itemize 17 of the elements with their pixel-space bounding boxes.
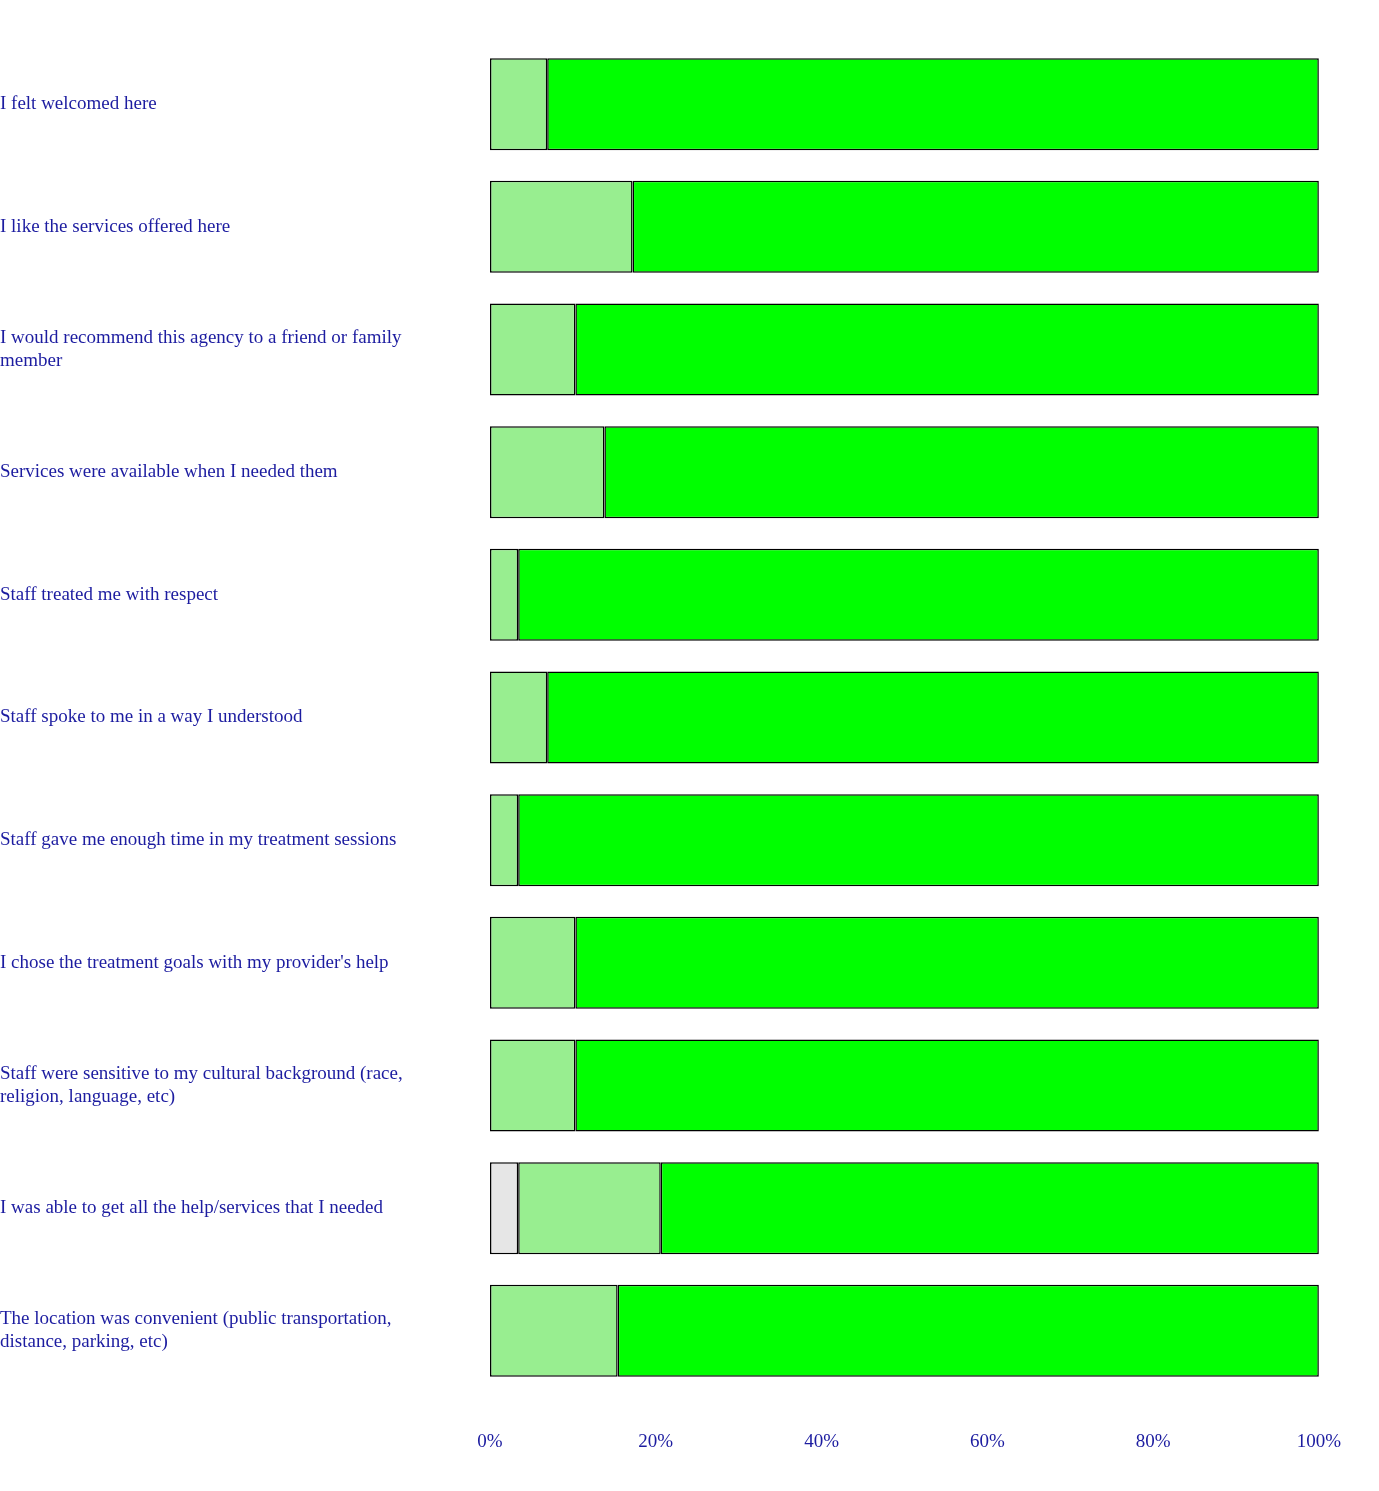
x-tick-label: 60% xyxy=(969,1429,1005,1451)
y-tick-label: I chose the treatment goals with my provider's help xyxy=(0,950,389,972)
y-tick-label: I was able to get all the help/services that I needed xyxy=(0,1196,384,1218)
y-tick-label: Services were available when I needed them xyxy=(0,460,338,482)
x-tick-label: 40% xyxy=(804,1429,840,1451)
y-tick-label: Staff treated me with respect xyxy=(0,582,219,604)
y-tick-label: Staff gave me enough time in my treatment sessions xyxy=(0,828,397,850)
y-tick-label: The location was convenient (public transportation, distance, parking, etc) xyxy=(0,1307,392,1353)
y-tick-label: Staff were sensitive to my cultural background (race, religion, language, etc) xyxy=(0,1062,403,1107)
y-tick-label: I felt welcomed here xyxy=(0,92,157,114)
x-tick-label: 80% xyxy=(1135,1429,1171,1451)
x-tick-label: 100% xyxy=(1296,1429,1342,1451)
x-tick-label: 20% xyxy=(638,1429,674,1451)
y-tick-label: I like the services offered here xyxy=(0,214,231,236)
y-tick-label: Staff spoke to me in a way I understood xyxy=(0,705,304,727)
y-tick-label: I would recommend this agency to a friend or family member xyxy=(0,326,403,370)
x-tick-label: 0% xyxy=(477,1429,503,1451)
